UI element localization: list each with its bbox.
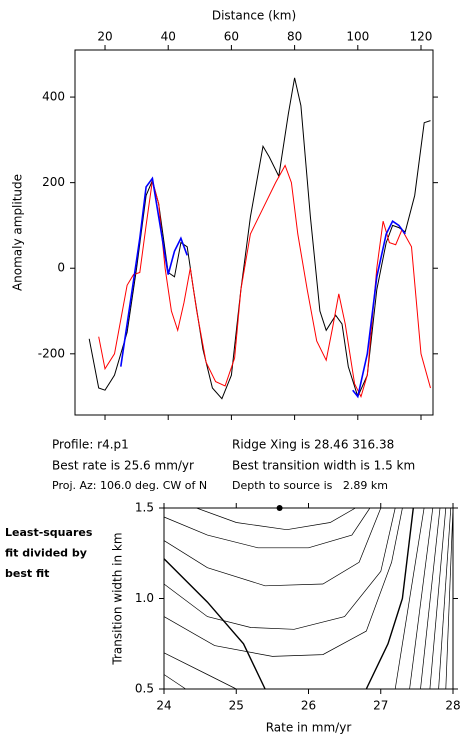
contour-line	[409, 507, 434, 690]
line-series	[120, 176, 406, 399]
contour-line	[163, 507, 396, 630]
contour-line	[365, 507, 414, 690]
annotation: Profile: r4.p1	[52, 438, 129, 452]
contour-line	[163, 507, 371, 549]
contour-line	[163, 674, 186, 690]
y-tick-label: 200	[42, 175, 65, 189]
annotation: Ridge Xing is 28.46 316.38	[232, 438, 394, 452]
x-tick-label: 100	[346, 30, 369, 44]
x-tick-label: 20	[97, 30, 112, 44]
contour-line	[438, 507, 452, 690]
contour-line	[394, 507, 425, 690]
annotation: Depth to source is 2.89 km	[232, 479, 388, 492]
best-fit-point	[276, 505, 283, 511]
y-axis-title: Transition width in km	[111, 532, 125, 665]
line-series	[98, 164, 431, 398]
x-tick-label: 80	[287, 30, 302, 44]
side-note: best fit	[5, 567, 49, 580]
y-tick-label: -200	[38, 346, 65, 360]
x-tick-label: 26	[301, 699, 316, 713]
annotation: Best rate is 25.6 mm/yr	[52, 459, 194, 473]
y-tick-label: 0	[57, 261, 65, 275]
y-tick-label: 400	[42, 90, 65, 104]
contour-line	[163, 507, 403, 657]
plot-frame	[74, 49, 434, 416]
contour-line	[163, 507, 382, 587]
x-tick-label: 120	[410, 30, 433, 44]
contour-line	[420, 507, 441, 690]
annotation: Best transition width is 1.5 km	[232, 459, 415, 473]
side-note: Least-squares	[5, 526, 93, 539]
line-series	[88, 77, 431, 400]
x-axis-title: Distance (km)	[212, 9, 296, 23]
x-tick-label: 24	[156, 699, 171, 713]
contour-line	[163, 558, 266, 690]
y-tick-label: 1.5	[135, 501, 154, 515]
contour-line	[163, 652, 237, 690]
x-tick-label: 28	[445, 699, 460, 713]
annotation: Proj. Az: 106.0 deg. CW of N	[52, 479, 207, 492]
x-tick-label: 40	[161, 30, 176, 44]
x-tick-label: 60	[224, 30, 239, 44]
x-tick-label: 27	[373, 699, 388, 713]
x-tick-label: 25	[229, 699, 244, 713]
contour-line	[429, 507, 447, 690]
y-tick-label: 1.0	[135, 591, 154, 605]
contour-line	[445, 507, 454, 690]
side-note: fit divided by	[5, 547, 87, 560]
x-axis-title: Rate in mm/yr	[266, 721, 352, 735]
y-tick-label: 0.5	[135, 682, 154, 696]
contour-line	[196, 507, 356, 531]
y-axis-title: Anomaly amplitude	[11, 174, 25, 291]
